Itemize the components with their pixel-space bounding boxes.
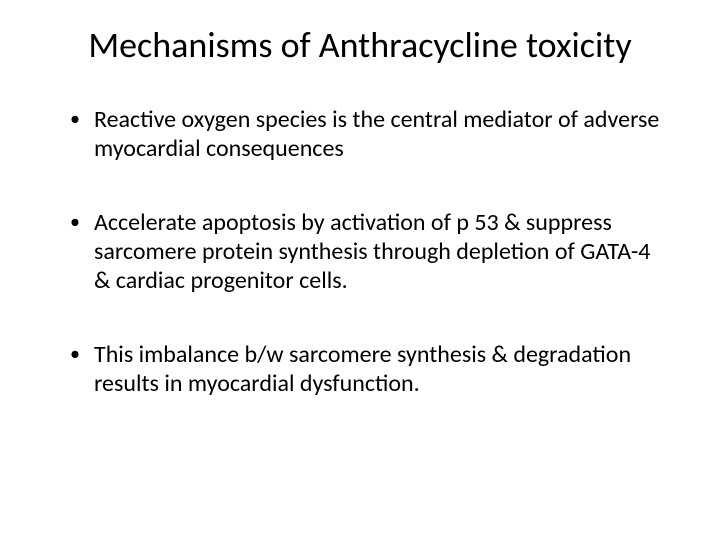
bullet-item: Accelerate apoptosis by activation of p …	[70, 208, 664, 296]
bullet-item: This imbalance b/w sarcomere synthesis &…	[70, 340, 664, 399]
slide-title: Mechanisms of Anthracycline toxicity	[0, 24, 720, 67]
bullet-list: Reactive oxygen species is the central m…	[0, 105, 720, 398]
bullet-item: Reactive oxygen species is the central m…	[70, 105, 664, 164]
